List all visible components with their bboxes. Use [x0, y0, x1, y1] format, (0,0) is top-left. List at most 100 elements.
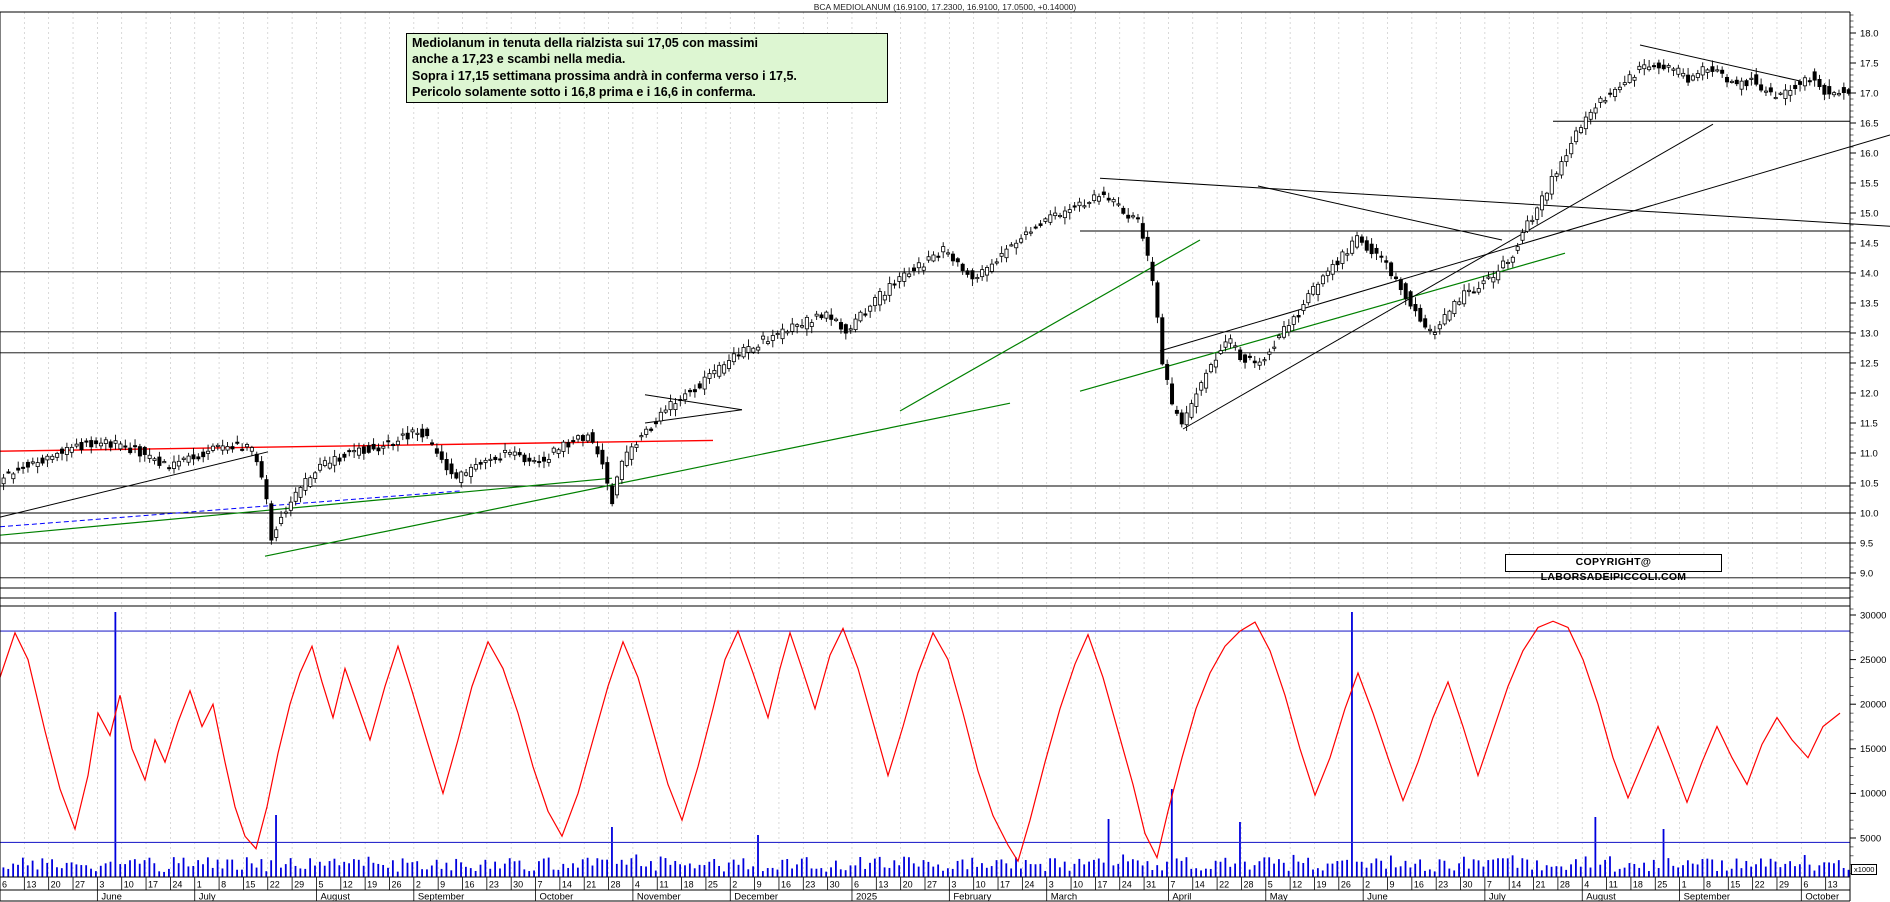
svg-text:September: September: [1684, 892, 1730, 902]
svg-text:16.5: 16.5: [1860, 118, 1879, 129]
svg-text:2: 2: [732, 880, 737, 890]
svg-text:20: 20: [51, 880, 61, 890]
svg-text:11: 11: [659, 880, 668, 890]
svg-text:9: 9: [440, 880, 445, 890]
svg-text:23: 23: [489, 880, 499, 890]
annotation-line: anche a 17,23 e scambi nella media.: [412, 52, 626, 67]
svg-text:2: 2: [416, 880, 421, 890]
svg-text:April: April: [1172, 892, 1191, 902]
svg-text:20: 20: [903, 880, 913, 890]
svg-text:20000: 20000: [1860, 700, 1886, 711]
svg-text:13.5: 13.5: [1860, 298, 1879, 309]
svg-text:10: 10: [1073, 880, 1083, 890]
svg-text:October: October: [1805, 892, 1839, 902]
svg-text:30: 30: [513, 880, 523, 890]
svg-text:14: 14: [562, 880, 572, 890]
svg-text:3: 3: [99, 880, 104, 890]
svg-text:October: October: [540, 892, 574, 902]
svg-text:22: 22: [1755, 880, 1765, 890]
analysis-annotation: Mediolanum in tenuta della rialzista sui…: [406, 33, 888, 103]
svg-text:24: 24: [1122, 880, 1132, 890]
volume-axis: 30000 25000 20000 15000 10000 5000: [1850, 608, 1886, 874]
svg-text:17.0: 17.0: [1860, 88, 1879, 99]
svg-text:10: 10: [124, 880, 134, 890]
svg-text:10: 10: [976, 880, 986, 890]
volume-bars: [2, 612, 1850, 877]
svg-text:25: 25: [1657, 880, 1667, 890]
svg-text:2025: 2025: [856, 892, 877, 902]
price-axis: 18.0 17.5 17.0 16.5 16.0 15.5 15.0 14.5 14.0 13.5…: [1850, 14, 1879, 598]
svg-text:17: 17: [148, 880, 158, 890]
svg-text:14.5: 14.5: [1860, 238, 1879, 249]
svg-text:22: 22: [270, 880, 280, 890]
svg-text:15000: 15000: [1860, 744, 1886, 755]
candlesticks: [1, 59, 1851, 545]
svg-text:16.0: 16.0: [1860, 148, 1879, 159]
svg-text:13: 13: [1828, 880, 1838, 890]
svg-text:30: 30: [1463, 880, 1473, 890]
svg-text:13.0: 13.0: [1860, 328, 1879, 339]
svg-text:14: 14: [1195, 880, 1205, 890]
svg-text:May: May: [1270, 892, 1288, 902]
svg-text:4: 4: [1584, 880, 1589, 890]
svg-text:14: 14: [1511, 880, 1521, 890]
svg-text:7: 7: [538, 880, 543, 890]
svg-text:17: 17: [1000, 880, 1010, 890]
svg-text:11.5: 11.5: [1860, 418, 1878, 429]
svg-text:September: September: [418, 892, 464, 902]
svg-text:5: 5: [318, 880, 323, 890]
svg-text:12: 12: [343, 880, 353, 890]
svg-text:9.5: 9.5: [1860, 538, 1873, 549]
svg-text:2: 2: [1365, 880, 1370, 890]
svg-text:6: 6: [2, 880, 7, 890]
svg-text:7: 7: [1487, 880, 1492, 890]
svg-text:28: 28: [1560, 880, 1570, 890]
svg-text:18.0: 18.0: [1860, 28, 1879, 39]
svg-text:March: March: [1051, 892, 1077, 902]
svg-text:29: 29: [294, 880, 304, 890]
svg-text:22: 22: [1219, 880, 1229, 890]
svg-text:July: July: [1489, 892, 1506, 902]
svg-text:31: 31: [1146, 880, 1156, 890]
svg-text:23: 23: [805, 880, 815, 890]
svg-text:15: 15: [1730, 880, 1740, 890]
svg-text:27: 27: [927, 880, 937, 890]
svg-text:19: 19: [1316, 880, 1326, 890]
svg-text:28: 28: [611, 880, 621, 890]
oscillator-bands: [0, 630, 1850, 844]
svg-text:14.0: 14.0: [1860, 268, 1879, 279]
svg-text:16: 16: [1414, 880, 1424, 890]
svg-text:10.0: 10.0: [1860, 508, 1879, 519]
svg-text:15.5: 15.5: [1860, 178, 1879, 189]
svg-text:30000: 30000: [1860, 610, 1886, 621]
month-label-row: May June July August September October Novembe…: [96, 890, 1839, 902]
svg-text:5: 5: [1268, 880, 1273, 890]
svg-text:8: 8: [221, 880, 226, 890]
svg-text:9.0: 9.0: [1860, 568, 1873, 579]
svg-text:9: 9: [757, 880, 762, 890]
svg-text:10.5: 10.5: [1860, 478, 1879, 489]
svg-text:26: 26: [1341, 880, 1351, 890]
svg-text:June: June: [1367, 892, 1388, 902]
svg-text:8: 8: [1706, 880, 1711, 890]
svg-text:13: 13: [878, 880, 888, 890]
annotation-line: Pericolo solamente sotto i 16,8 prima e …: [412, 85, 756, 100]
svg-text:13: 13: [26, 880, 36, 890]
svg-text:6: 6: [1803, 880, 1808, 890]
svg-text:18: 18: [684, 880, 694, 890]
svg-text:June: June: [101, 892, 122, 902]
svg-text:28: 28: [1243, 880, 1253, 890]
svg-text:3: 3: [1049, 880, 1054, 890]
svg-text:26: 26: [391, 880, 401, 890]
svg-text:December: December: [734, 892, 778, 902]
copyright-badge: COPYRIGHT@ LABORSADEIPICCOLI.COM: [1505, 554, 1722, 583]
svg-text:21: 21: [1536, 880, 1546, 890]
svg-text:15: 15: [245, 880, 255, 890]
svg-text:February: February: [953, 892, 991, 902]
svg-text:29: 29: [1779, 880, 1789, 890]
svg-text:4: 4: [635, 880, 640, 890]
svg-text:August: August: [1586, 892, 1616, 902]
svg-text:11: 11: [1609, 880, 1618, 890]
